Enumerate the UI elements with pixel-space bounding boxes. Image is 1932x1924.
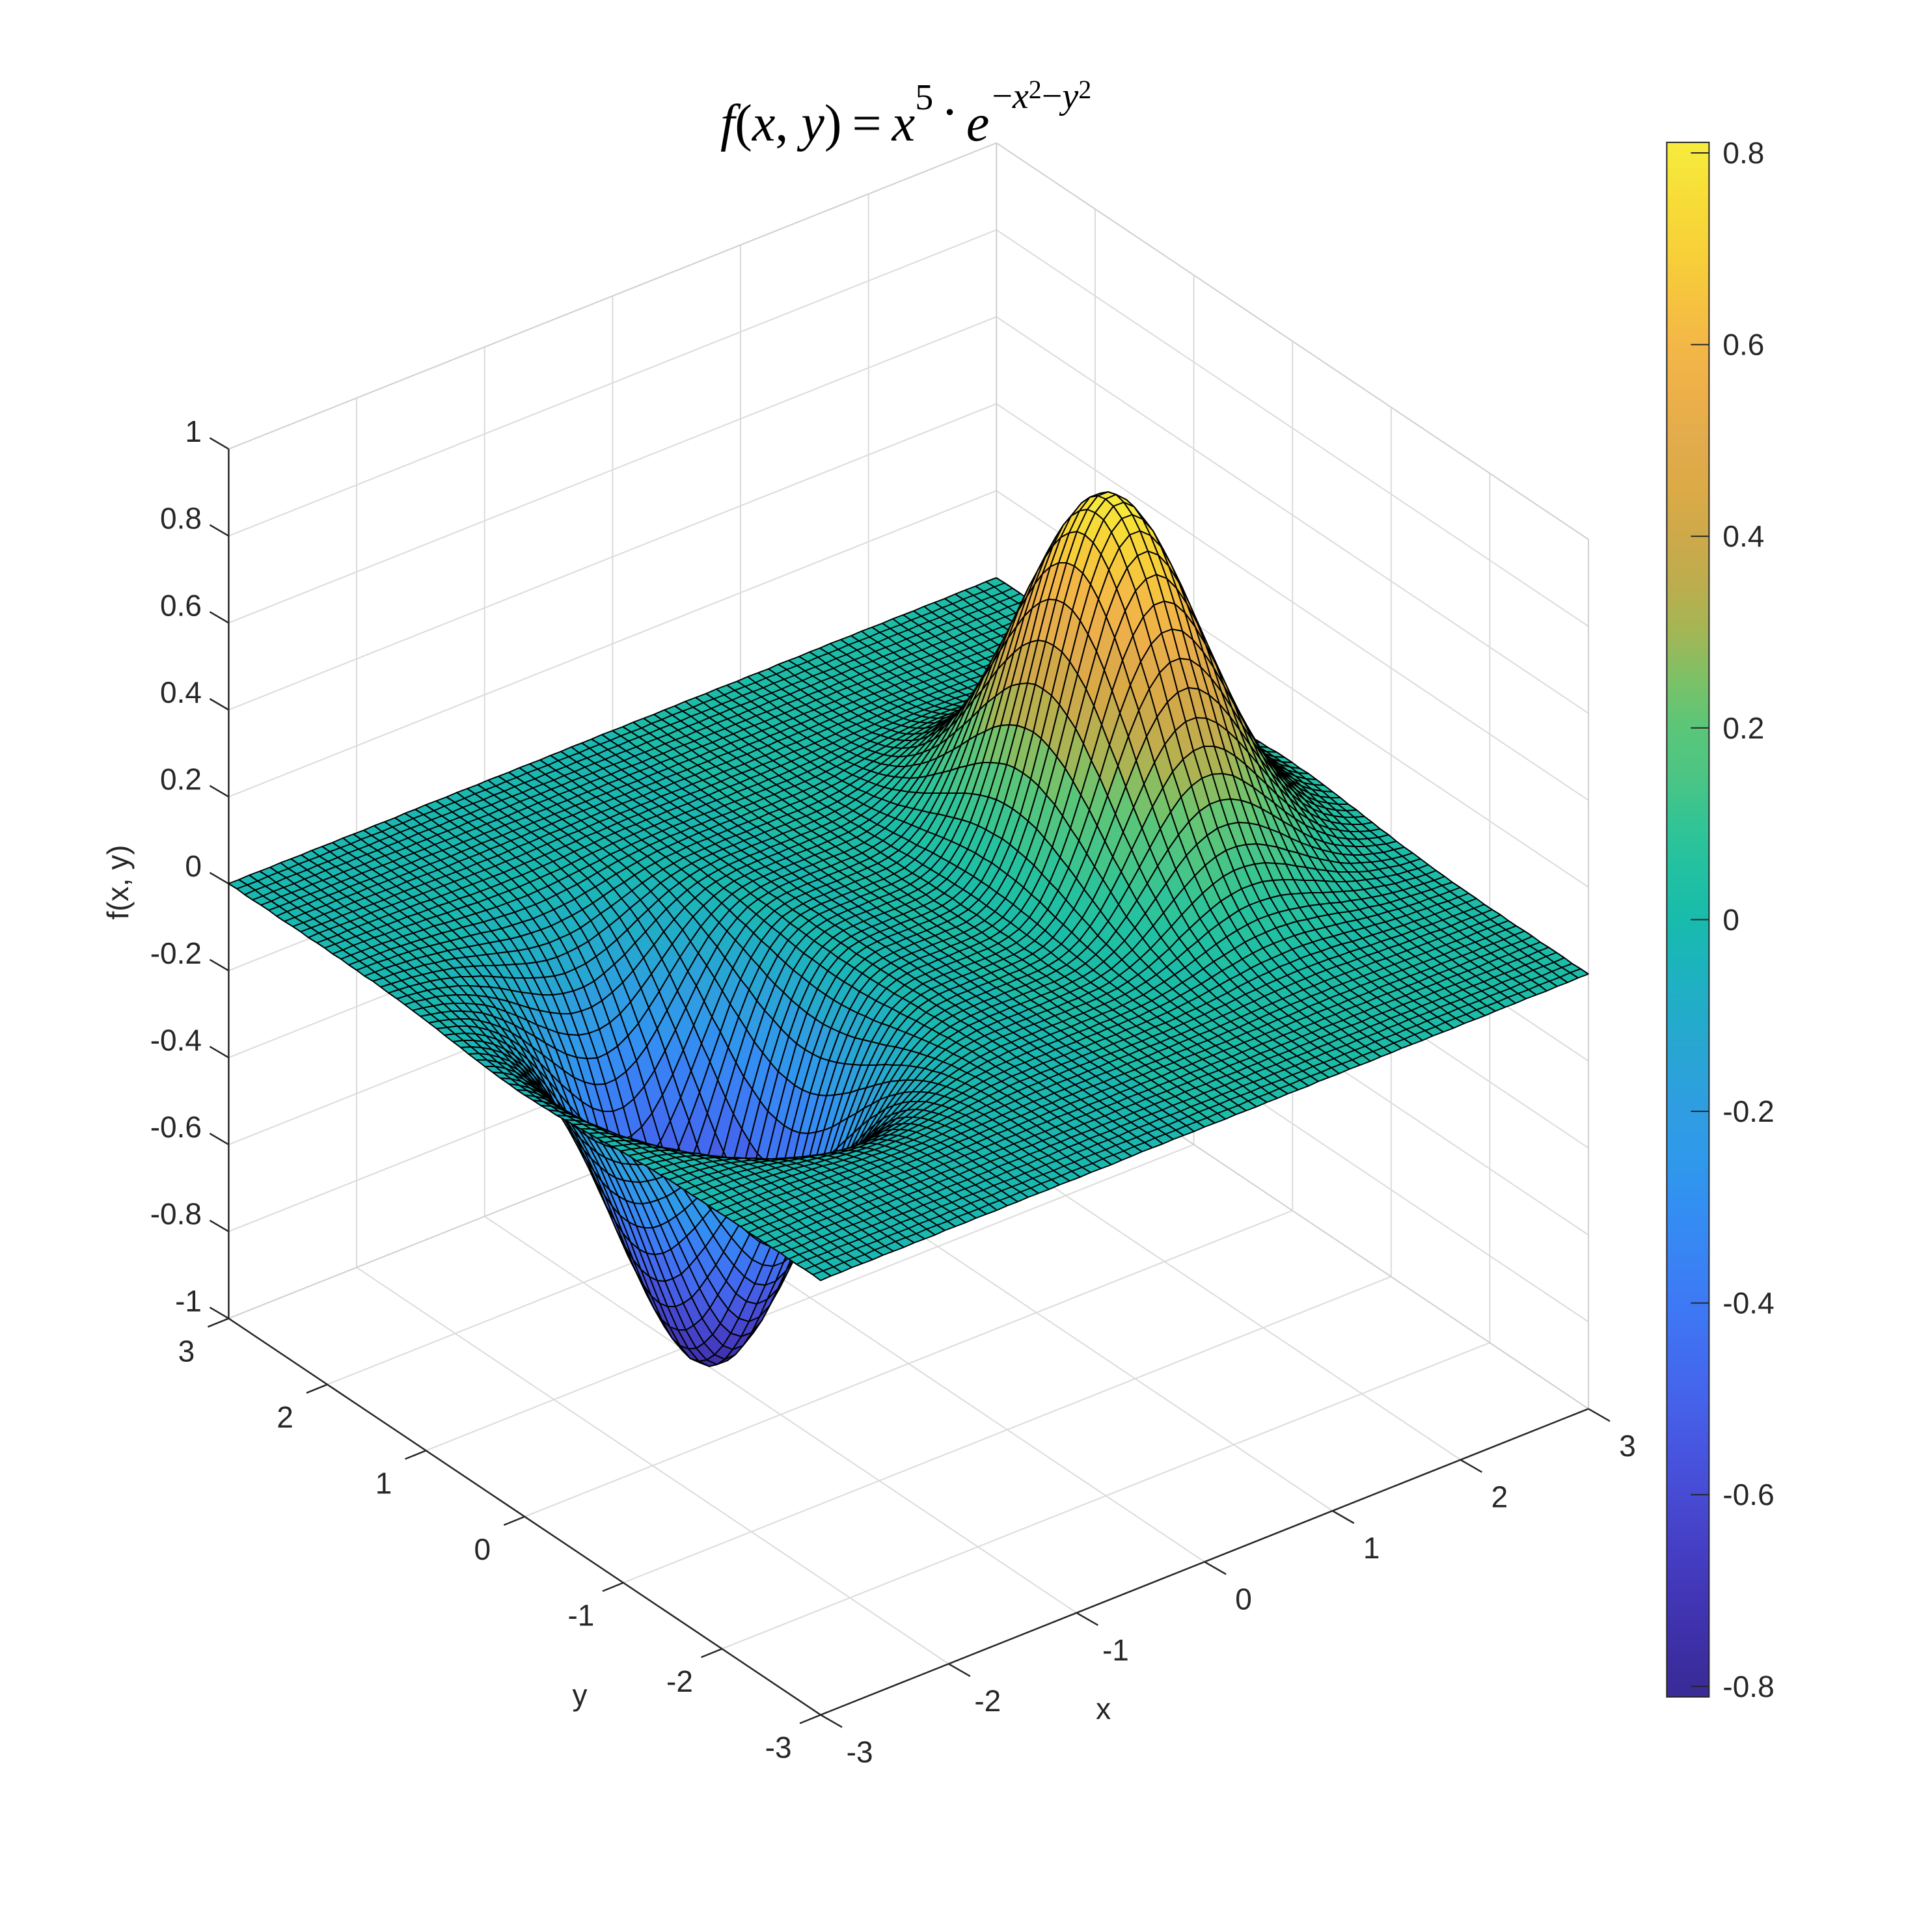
svg-text:x: x xyxy=(1096,1692,1111,1726)
svg-text:f(x, y)=x5·e−x2−y2: f(x, y) = x5 · e−x2−y2 xyxy=(720,75,1091,152)
svg-text:0.2: 0.2 xyxy=(160,763,202,796)
svg-text:-0.2: -0.2 xyxy=(150,936,202,970)
svg-text:f(x, y): f(x, y) xyxy=(101,845,135,920)
svg-text:3: 3 xyxy=(1619,1429,1636,1463)
svg-text:-0.8: -0.8 xyxy=(150,1197,202,1231)
svg-text:1: 1 xyxy=(375,1466,392,1500)
svg-text:0.4: 0.4 xyxy=(160,675,202,709)
svg-text:-3: -3 xyxy=(765,1731,792,1765)
svg-text:2: 2 xyxy=(277,1400,293,1434)
svg-text:0.8: 0.8 xyxy=(1722,136,1764,170)
svg-text:-0.8: -0.8 xyxy=(1722,1670,1774,1703)
svg-text:-0.6: -0.6 xyxy=(1722,1478,1774,1511)
svg-text:-0.6: -0.6 xyxy=(150,1110,202,1144)
svg-text:-1: -1 xyxy=(175,1284,202,1318)
svg-text:-0.2: -0.2 xyxy=(1722,1094,1774,1128)
svg-text:-2: -2 xyxy=(666,1664,693,1698)
svg-text:y: y xyxy=(573,1678,588,1712)
svg-text:1: 1 xyxy=(185,414,202,448)
svg-text:1: 1 xyxy=(1363,1531,1380,1565)
svg-text:0.6: 0.6 xyxy=(1722,328,1764,362)
svg-text:0.8: 0.8 xyxy=(160,502,202,535)
svg-text:-0.4: -0.4 xyxy=(150,1023,202,1057)
svg-text:0: 0 xyxy=(1235,1582,1252,1616)
svg-text:-2: -2 xyxy=(974,1684,1001,1718)
svg-text:-3: -3 xyxy=(847,1735,873,1769)
svg-text:-1: -1 xyxy=(567,1599,594,1633)
svg-text:0.2: 0.2 xyxy=(1722,711,1764,745)
svg-text:3: 3 xyxy=(178,1334,195,1368)
svg-text:0: 0 xyxy=(474,1532,491,1566)
svg-text:2: 2 xyxy=(1491,1480,1508,1514)
svg-text:0: 0 xyxy=(1722,902,1739,936)
svg-text:0: 0 xyxy=(185,849,202,883)
svg-text:0.6: 0.6 xyxy=(160,588,202,622)
svg-text:0.4: 0.4 xyxy=(1722,519,1764,553)
svg-text:-0.4: -0.4 xyxy=(1722,1286,1774,1320)
svg-text:-1: -1 xyxy=(1102,1633,1129,1667)
